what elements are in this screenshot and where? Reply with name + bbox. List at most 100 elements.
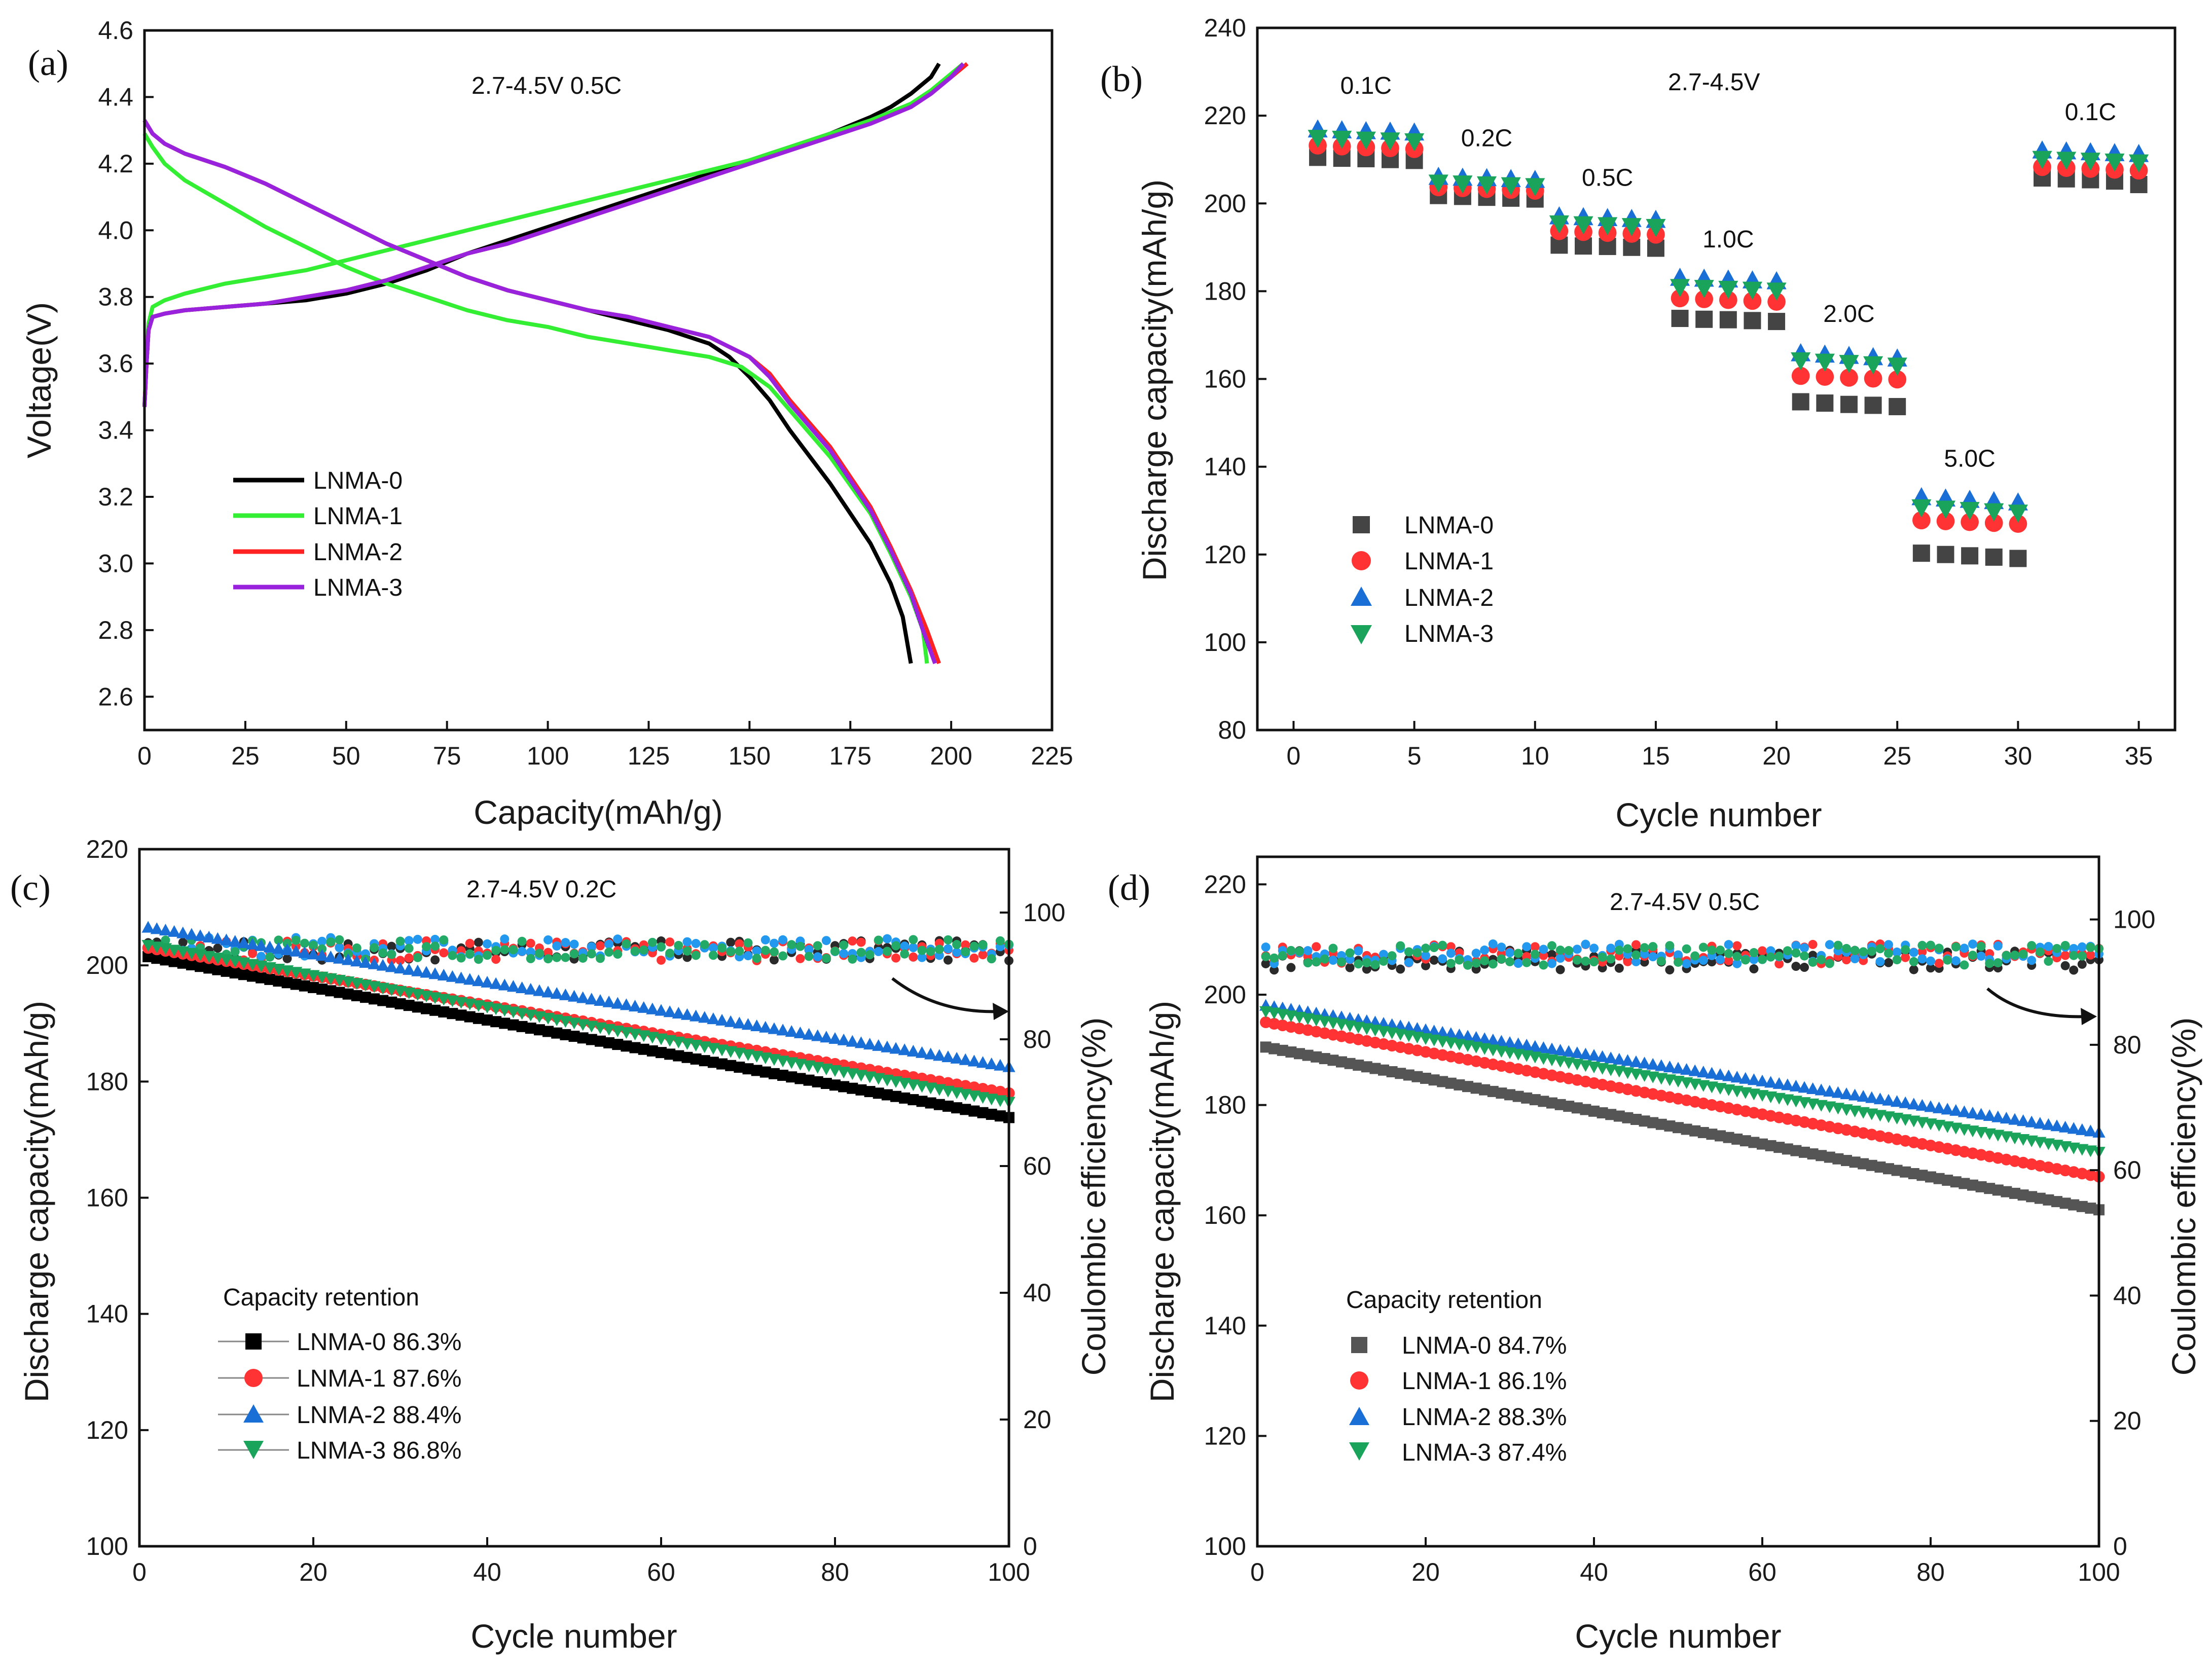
lnma-0-84-7-capacity-point xyxy=(2076,1201,2088,1212)
lnma-2-88-4-capacity-point xyxy=(385,960,398,972)
lnma-2-88-3-capacity-point xyxy=(1899,1096,1912,1108)
lnma-0-84-7-capacity-point xyxy=(1512,1091,1524,1102)
lnma-0-86-3-capacity-point xyxy=(577,1032,589,1044)
lnma-0-point xyxy=(1719,311,1737,329)
lnma-2-88-3-ce-point xyxy=(1682,959,1691,968)
lnma-3-87-4-ce-point xyxy=(1396,941,1405,951)
lnma-0-84-7-ce-point xyxy=(1555,965,1565,974)
lnma-2-88-4-capacity-point xyxy=(428,967,442,979)
lnma-1-87-6-ce-point xyxy=(543,948,553,957)
lnma-2-88-3-ce-point xyxy=(1505,948,1514,958)
lnma-0-86-3-capacity-point xyxy=(681,1051,693,1063)
x-tick-label: 100 xyxy=(2078,1558,2120,1586)
lnma-2-88-3-capacity-point xyxy=(1747,1073,1761,1085)
x-tick-label: 100 xyxy=(988,1558,1030,1586)
lnma-0-86-3-capacity-point xyxy=(386,996,397,1008)
panel-a-legend: LNMA-0 LNMA-1 LNMA-2 LNMA-3 xyxy=(233,467,403,601)
lnma-0-86-3-capacity-point xyxy=(560,1029,571,1040)
lnma-0-84-7-capacity-point xyxy=(1403,1069,1415,1081)
lnma-2-88-4-ce-point xyxy=(804,945,814,955)
lnma-2-88-3-capacity-point xyxy=(1672,1062,1685,1074)
y-tick-label: 160 xyxy=(1204,1201,1246,1229)
lnma-3-86-8-ce-point xyxy=(517,936,527,946)
lnma-3-point xyxy=(1573,216,1593,235)
lnma-1-86-1-ce-point xyxy=(1623,957,1633,966)
lnma-1-point xyxy=(1864,369,1882,388)
lnma-3-87-4-ce-point xyxy=(1480,956,1490,966)
lnma-2-88-4-ce-point xyxy=(909,943,918,953)
panel-a-label: (a) xyxy=(28,43,68,83)
lnma-2-88-4-capacity-point xyxy=(167,925,181,937)
panel-b-x-axis-title: Cycle number xyxy=(1615,796,1822,833)
lnma-0-86-3-capacity-point xyxy=(299,980,310,992)
lnma-0-84-7-capacity-point xyxy=(1950,1176,1962,1188)
x-tick-label: 20 xyxy=(1762,742,1791,770)
lnma-3-point xyxy=(1911,499,1932,518)
lnma-3-87-4-ce-point xyxy=(1337,957,1346,967)
lnma-0-84-7-ce-point xyxy=(1362,964,1371,974)
lnma-2-88-4-ce-point xyxy=(813,952,822,962)
lnma-0-86-3-capacity-point xyxy=(412,1001,423,1013)
lnma-2-88-3-capacity-point xyxy=(1613,1052,1626,1065)
lnma-0-84-7-capacity-point xyxy=(1841,1155,1852,1167)
lnma-2-88-3-capacity-point xyxy=(1806,1082,1820,1094)
lnma-2-88-4-capacity-point xyxy=(524,983,537,995)
y-tick-label: 220 xyxy=(86,835,128,863)
lnma-0-84-7-capacity-point xyxy=(1824,1151,1835,1163)
lnma-1-86-1-ce-point xyxy=(1758,946,1767,956)
lnma-2-88-4-capacity-point xyxy=(741,1018,755,1030)
lnma-0-86-3-capacity-point xyxy=(256,972,267,984)
lnma-2-88-4-capacity-point xyxy=(863,1038,877,1050)
lnma-2-88-4-capacity-point xyxy=(602,995,615,1007)
lnma-2-88-4-capacity-point xyxy=(994,1059,1007,1071)
legend-label-lnma-2: LNMA-2 xyxy=(313,539,403,566)
lnma-2-88-4-capacity-point xyxy=(463,973,477,985)
lnma-3-86-8-ce-point xyxy=(865,950,875,960)
lnma-0-86-3-capacity-point xyxy=(629,1042,641,1053)
lnma-3-86-8-ce-point xyxy=(569,949,579,959)
lnma-2-88-4-ce-point xyxy=(778,935,788,944)
lnma-0-84-7-capacity-point xyxy=(1361,1061,1372,1073)
lnma-2-88-4-capacity-point xyxy=(437,968,450,981)
lnma-3-86-8-ce-point xyxy=(839,940,849,950)
lnma-1-point xyxy=(1719,290,1737,309)
lnma-2-88-3-capacity-point xyxy=(1798,1081,1811,1093)
lnma-2-88-3-ce-point xyxy=(1589,943,1599,953)
lnma-3-86-8-ce-point xyxy=(282,938,292,948)
lnma-0-84-7-capacity-point xyxy=(1546,1097,1557,1109)
lnma-2-88-4-ce-point xyxy=(552,941,562,951)
lnma-0-86-3-capacity-point xyxy=(768,1068,780,1079)
lnma-3-87-4-ce-point xyxy=(1455,955,1464,965)
lnma-0-86-3-ce-point xyxy=(474,937,483,947)
lnma-2-88-3-capacity-point xyxy=(2016,1114,2030,1126)
lnma-3-86-8-ce-point xyxy=(665,949,675,958)
lnma-3-87-4-ce-point xyxy=(1446,959,1456,968)
lnma-0-86-3-capacity-point xyxy=(177,957,189,969)
lnma-2-88-3-capacity-point xyxy=(1486,1033,1500,1045)
lnma-0-84-7-ce-point xyxy=(1270,965,1279,975)
lnma-0-84-7-capacity-point xyxy=(1454,1079,1465,1091)
lnma-0-84-7-capacity-point xyxy=(1571,1102,1583,1114)
lnma-2-88-4-capacity-point xyxy=(403,963,416,975)
lnma-3-86-8-ce-point xyxy=(882,947,892,956)
lnma-3-86-8-ce-point xyxy=(674,940,683,950)
y-tick-label: 3.8 xyxy=(98,283,133,311)
lnma-3-86-8-ce-point xyxy=(474,955,483,964)
lnma-0-84-7-capacity-point xyxy=(1613,1110,1625,1122)
lnma-0-84-7-ce-point xyxy=(1261,959,1271,968)
lnma-3-87-4-ce-point xyxy=(1370,960,1380,969)
lnma-3-87-4-ce-point xyxy=(1497,954,1506,964)
lnma-2-88-3-ce-point xyxy=(1328,956,1338,965)
lnma-2-88-3-capacity-point xyxy=(2042,1118,2055,1130)
lnma-3-point xyxy=(1670,279,1690,298)
lnma-1-charge-curve xyxy=(142,62,965,407)
lnma-2-88-4-capacity-point xyxy=(889,1042,902,1054)
lnma-0-86-3-capacity-point xyxy=(212,964,224,975)
legend-label-lnma-3: LNMA-3 xyxy=(313,574,403,601)
legend-marker-lnma-0 xyxy=(1351,1337,1367,1353)
lnma-0-86-3-capacity-point xyxy=(308,982,319,993)
lnma-0-86-3-capacity-point xyxy=(942,1100,954,1112)
lnma-2-88-3-ce-point xyxy=(1976,951,1986,961)
lnma-0-84-7-ce-point xyxy=(1396,964,1405,974)
lnma-0-84-7-capacity-point xyxy=(1664,1120,1676,1132)
